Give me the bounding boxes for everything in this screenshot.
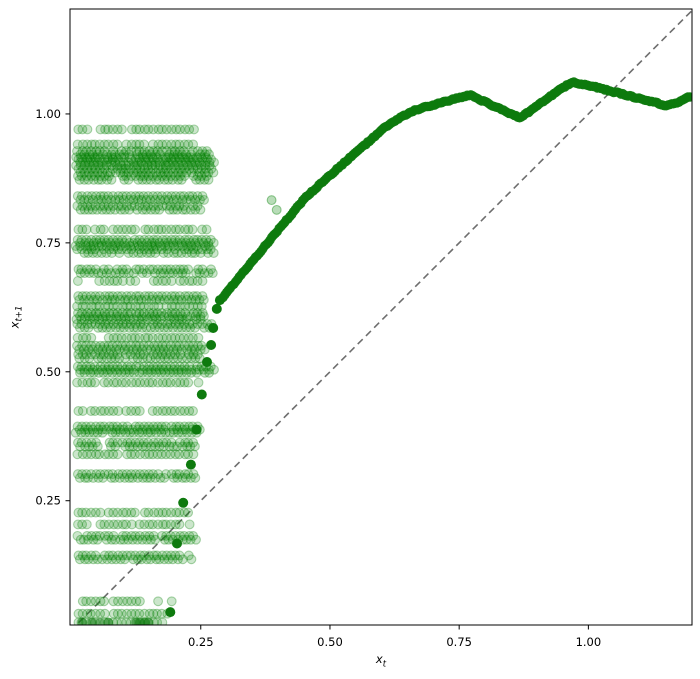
y-axis-label: xt+1 — [7, 306, 24, 329]
axis-ticks — [65, 113, 589, 630]
outlier-points — [266, 195, 282, 215]
y-tick-label-1.00: 1.00 — [35, 107, 61, 121]
x-axis-label: xt — [376, 652, 386, 669]
lower-branch-points — [165, 295, 225, 618]
x-axis-label-subscript: t — [382, 659, 387, 670]
main-curve — [218, 77, 692, 303]
y-tick-labels: 0.25 0.50 0.75 1.00 — [35, 107, 61, 508]
plot-border — [69, 8, 693, 626]
y-axis-label-base: x — [7, 321, 22, 329]
x-tick-label-0.25: 0.25 — [188, 635, 214, 649]
y-tick-label-0.50: 0.50 — [35, 365, 61, 379]
scatter-bands — [70, 124, 219, 625]
identity-line — [75, 9, 692, 625]
x-tick-labels: 0.25 0.50 0.75 1.00 — [188, 635, 601, 649]
x-axis-label-base: x — [375, 652, 383, 666]
x-tick-label-0.75: 0.75 — [446, 635, 472, 649]
x-tick-label-1.00: 1.00 — [576, 635, 602, 649]
x-tick-label-0.50: 0.50 — [317, 635, 343, 649]
y-axis-label-subscript: t+1 — [14, 305, 25, 322]
y-tick-label-0.75: 0.75 — [35, 236, 61, 250]
y-tick-label-0.25: 0.25 — [35, 494, 61, 508]
bottom-dark-points — [77, 617, 154, 625]
